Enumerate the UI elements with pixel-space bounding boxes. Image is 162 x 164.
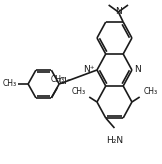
Text: Cl⁻: Cl⁻ — [58, 78, 72, 86]
Text: CH₃: CH₃ — [71, 88, 85, 96]
Text: N: N — [134, 65, 141, 74]
Text: H₂N: H₂N — [106, 136, 123, 145]
Text: CH₃: CH₃ — [144, 88, 158, 96]
Text: N: N — [115, 8, 122, 17]
Text: CH₃: CH₃ — [2, 80, 17, 89]
Text: CH₃: CH₃ — [50, 75, 64, 84]
Text: N⁺: N⁺ — [84, 65, 95, 74]
